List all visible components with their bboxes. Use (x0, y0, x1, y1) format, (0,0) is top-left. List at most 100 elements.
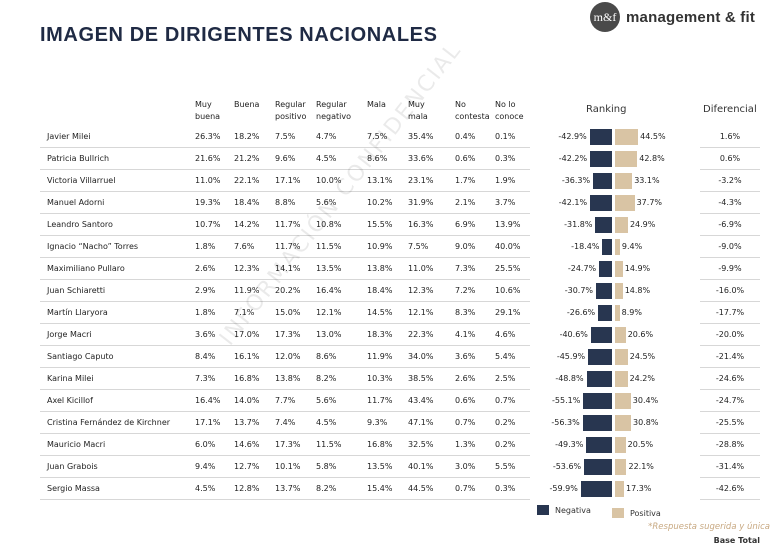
table-cell: 2.5% (495, 374, 516, 383)
negativa-bar (590, 327, 612, 343)
negativa-label: -55.1% (551, 390, 582, 412)
diferencial-header: Diferencial (703, 104, 757, 115)
leader-name: Sergio Massa (47, 484, 100, 493)
table-cell: 12.0% (275, 352, 301, 361)
table-cell: 4.5% (316, 418, 337, 427)
table-cell: 29.1% (495, 308, 521, 317)
negativa-label: -45.9% (555, 346, 587, 368)
table-cell: 12.3% (234, 264, 260, 273)
page-title: IMAGEN DE DIRIGENTES NACIONALES (40, 24, 438, 46)
negativa-label: -24.7% (566, 258, 598, 280)
negativa-bar (582, 415, 612, 431)
table-cell: 25.5% (495, 264, 521, 273)
table-cell: 0.6% (455, 396, 476, 405)
table-row: Victoria Villarruel 11.0% 22.1% 17.1% 10.0% 1… (40, 170, 530, 192)
negativa-label: -56.3% (550, 412, 581, 434)
table-cell: 8.6% (316, 352, 337, 361)
positiva-label: 24.2% (628, 368, 656, 390)
leader-name: Javier Milei (47, 132, 91, 141)
table-cell: 17.1% (275, 176, 301, 185)
positiva-bar (615, 393, 631, 409)
positiva-label: 33.1% (633, 170, 661, 192)
table-cell: 12.3% (408, 286, 434, 295)
negativa-label: -42.9% (557, 126, 588, 148)
diferencial-value: -24.7% (700, 390, 760, 412)
table-cell: 15.0% (275, 308, 301, 317)
table-cell: 19.3% (195, 198, 221, 207)
ranking-row: -42.1% 37.7% (540, 192, 690, 214)
table-row: Martín Llaryora 1.8% 7.1% 15.0% 12.1% 14.5% 12… (40, 302, 530, 324)
table-cell: 12.7% (234, 462, 260, 471)
negativa-bar (586, 371, 612, 387)
table-cell: 32.5% (408, 440, 434, 449)
ranking-row: -24.7% 14.9% (540, 258, 690, 280)
table-row: Cristina Fernández de Kirchner 17.1% 13.7%… (40, 412, 530, 434)
table-cell: 11.7% (367, 396, 393, 405)
table-cell: 16.8% (234, 374, 260, 383)
positiva-label: 44.5% (639, 126, 667, 148)
diferencial-value: -28.8% (700, 434, 760, 456)
table-cell: 14.0% (234, 396, 260, 405)
table-cell: 10.3% (367, 374, 393, 383)
column-header: Regular negativo (316, 100, 351, 121)
negativa-bar (590, 195, 612, 211)
negativa-bar (590, 151, 612, 167)
table-cell: 13.9% (495, 220, 521, 229)
table-cell: 7.5% (275, 132, 296, 141)
brand-logo: m&f (590, 2, 620, 32)
table-cell: 12.1% (316, 308, 342, 317)
leader-name: Axel Kicillof (47, 396, 93, 405)
positiva-bar (615, 283, 623, 299)
table-cell: 1.3% (455, 440, 476, 449)
table-row: Ignacio “Nacho” Torres 1.8% 7.6% 11.7% 11.5%… (40, 236, 530, 258)
diferencial-value: -3.2% (700, 170, 760, 192)
negativa-bar (602, 239, 612, 255)
negativa-label: -42.2% (557, 148, 589, 170)
positiva-bar (615, 261, 623, 277)
positiva-bar (615, 129, 639, 145)
column-header: Mala (367, 100, 386, 109)
table-cell: 21.2% (234, 154, 260, 163)
table-cell: 11.5% (316, 440, 342, 449)
table-cell: 9.4% (195, 462, 216, 471)
table-cell: 3.7% (495, 198, 516, 207)
positiva-label: 22.1% (627, 456, 655, 478)
positiva-bar (615, 195, 635, 211)
negativa-bar (589, 129, 612, 145)
table-cell: 0.7% (455, 484, 476, 493)
brand-name: management & fit (626, 8, 756, 26)
table-cell: 10.9% (367, 242, 393, 251)
table-cell: 0.7% (455, 418, 476, 427)
negativa-bar (596, 283, 612, 299)
negativa-bar (593, 173, 612, 189)
negativa-label: -26.6% (565, 302, 597, 324)
ranking-row: -36.3% 33.1% (540, 170, 690, 192)
diferencial-value: -25.5% (700, 412, 760, 434)
table-cell: 14.6% (234, 440, 260, 449)
table-cell: 11.0% (195, 176, 221, 185)
positiva-bar (615, 239, 620, 255)
table-cell: 9.6% (275, 154, 296, 163)
diferencial-value: 0.6% (700, 148, 760, 170)
table-cell: 0.3% (495, 484, 516, 493)
table-cell: 10.8% (316, 220, 342, 229)
table-cell: 13.0% (316, 330, 342, 339)
table-cell: 40.1% (408, 462, 434, 471)
table-cell: 21.6% (195, 154, 221, 163)
table-cell: 16.4% (195, 396, 221, 405)
leader-name: Ignacio “Nacho” Torres (47, 242, 139, 251)
table-row: Juan Schiaretti 2.9% 11.9% 20.2% 16.4% 18.4% 1… (40, 280, 530, 302)
table-cell: 2.9% (195, 286, 216, 295)
ranking-row: -26.6% 8.9% (540, 302, 690, 324)
table-cell: 11.7% (275, 242, 301, 251)
table-cell: 0.1% (495, 132, 516, 141)
table-cell: 8.3% (455, 308, 476, 317)
table-cell: 22.1% (234, 176, 260, 185)
leader-name: Mauricio Macri (47, 440, 106, 449)
table-cell: 7.4% (275, 418, 296, 427)
negativa-bar (583, 393, 612, 409)
table-cell: 1.8% (195, 242, 216, 251)
positiva-bar (615, 459, 627, 475)
leader-name: Juan Schiaretti (47, 286, 106, 295)
leader-name: Leandro Santoro (47, 220, 113, 229)
